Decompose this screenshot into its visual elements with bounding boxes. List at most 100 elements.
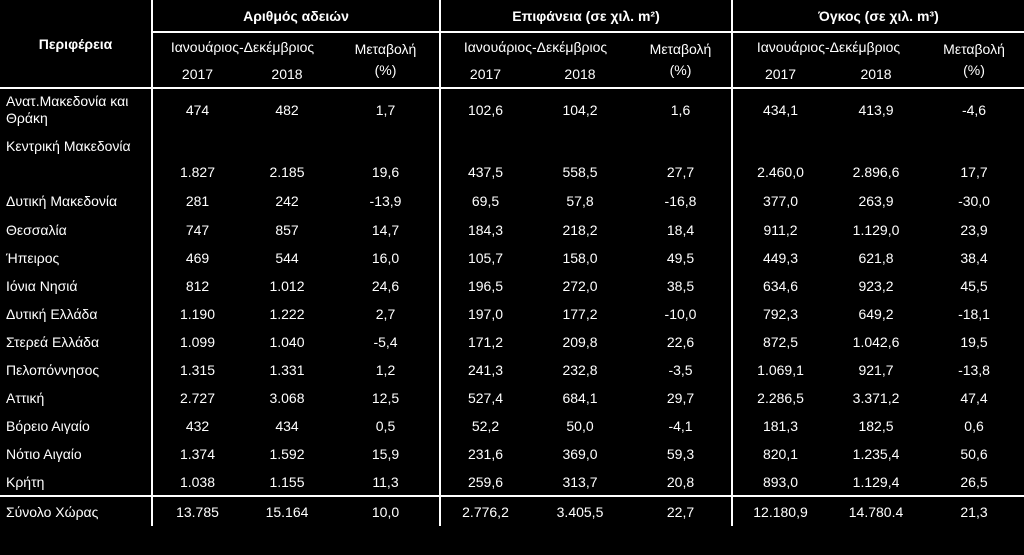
region-name-cell: Βόρειο Αιγαίο xyxy=(0,412,153,440)
area-year1-header: 2017 xyxy=(440,60,530,89)
region-name-cell: Σύνολο Χώρας xyxy=(0,495,153,526)
region-name-cell: Στερεά Ελλάδα xyxy=(0,328,153,356)
value-cell: 22,7 xyxy=(630,495,734,526)
value-cell: 182,5 xyxy=(858,418,894,434)
value-cell: 19,5 xyxy=(960,334,988,350)
value-cell: 1.129,0 xyxy=(852,222,900,238)
value-cell: -4,1 xyxy=(630,412,734,440)
value-cell: 820,1 xyxy=(762,446,799,462)
value-cell: 1.099 xyxy=(179,334,216,350)
value-cell: 1.042,6 xyxy=(852,334,900,350)
value-cell: 38,5 xyxy=(630,272,734,300)
region-name-cell: Αττική xyxy=(0,384,153,412)
value-cell: 232,8 xyxy=(562,362,598,378)
value-cell: -13,9 xyxy=(332,186,441,216)
value-cell: 102,6 xyxy=(467,101,504,118)
value-cell: 259,6 xyxy=(467,473,504,490)
region-name-cell: Ανατ.Μακεδονία και Θράκη xyxy=(0,88,153,130)
area-group-header: Επιφάνεια (σε χιλ. m²) xyxy=(440,0,734,33)
value-cell: 12.180,9 xyxy=(732,495,829,526)
region-name-cell: Δυτική Ελλάδα xyxy=(0,300,153,328)
value-cell: -5,4 xyxy=(332,328,441,356)
value-cell: 812 xyxy=(185,278,210,294)
value-cell: 38,4 xyxy=(960,250,988,266)
value-cell: 313,7 xyxy=(562,473,598,490)
value-cell: 241,3 xyxy=(467,362,504,378)
area-year2-header: 2018 xyxy=(530,60,630,89)
value-cell: 18,4 xyxy=(630,216,734,244)
value-cell: 171,2 xyxy=(467,334,504,350)
value-cell: 893,0 xyxy=(762,473,799,490)
permits-year2-header: 2018 xyxy=(242,60,332,89)
table-row: Ανατ.Μακεδονία και Θράκη 474 482 1,7 102,6 10… xyxy=(0,88,1024,130)
value-cell: 1,6 xyxy=(630,88,734,130)
value-cell: 2.727 xyxy=(179,390,216,406)
value-cell: 1.012 xyxy=(269,278,305,294)
table-row: Κεντρική Μακεδονία 1.827 2.185 19,6 437,5 558… xyxy=(0,130,1024,186)
value-cell: 792,3 xyxy=(762,306,799,322)
table-row: Αττική 2.727 3.068 12,5 527,4 684,1 29,7 2.286,… xyxy=(0,384,1024,412)
value-cell: 1.331 xyxy=(269,362,305,378)
table-row: Θεσσαλία 747 857 14,7 184,3 218,2 18,4 911,2 1.1… xyxy=(0,216,1024,244)
table-row: Νότιο Αιγαίο 1.374 1.592 15,9 231,6 369,0 59,3… xyxy=(0,440,1024,468)
value-cell: 69,5 xyxy=(471,193,500,209)
value-cell: 1.038 xyxy=(179,473,216,490)
value-cell: 11,3 xyxy=(332,468,441,496)
value-cell: 1.827 xyxy=(179,164,216,180)
value-cell: 16,0 xyxy=(332,244,441,272)
value-cell: 634,6 xyxy=(762,278,799,294)
value-cell: 1.235,4 xyxy=(852,446,900,462)
table-row: Δυτική Μακεδονία 281 242 -13,9 69,5 57,8 -16,8… xyxy=(0,186,1024,216)
value-cell: -30,0 xyxy=(958,193,990,209)
value-cell: 2,7 xyxy=(332,300,441,328)
value-cell: 2.185 xyxy=(269,164,305,180)
region-name-cell: Δυτική Μακεδονία xyxy=(0,186,153,216)
region-name-cell: Κεντρική Μακεδονία xyxy=(0,130,153,186)
value-cell: -4,6 xyxy=(961,101,987,118)
value-cell: 432 xyxy=(185,418,210,434)
value-cell: 621,8 xyxy=(858,250,894,266)
value-cell: 2.460,0 xyxy=(757,164,804,180)
value-cell: 434,1 xyxy=(762,101,799,118)
permits-change-header: Μεταβολή (%) xyxy=(332,32,441,89)
value-cell: 3.405,5 xyxy=(530,495,630,526)
value-cell: 527,4 xyxy=(467,390,504,406)
region-name-cell: Κρήτη xyxy=(0,468,153,496)
volume-change-header: Μεταβολή (%) xyxy=(924,32,1024,89)
value-cell: 1.222 xyxy=(269,306,305,322)
value-cell: 177,2 xyxy=(562,306,598,322)
region-name-cell: Πελοπόννησος xyxy=(0,356,153,384)
volume-period-header: Ιανουάριος-Δεκέμβριος xyxy=(756,38,901,55)
value-cell: 231,6 xyxy=(467,446,504,462)
region-name-cell: Ήπειρος xyxy=(0,244,153,272)
value-cell: 10,0 xyxy=(332,495,441,526)
value-cell: 1,2 xyxy=(332,356,441,384)
value-cell: 469 xyxy=(185,250,210,266)
value-cell: 449,3 xyxy=(762,250,799,266)
value-cell: 911,2 xyxy=(763,222,798,238)
table-row: Δυτική Ελλάδα 1.190 1.222 2,7 197,0 177,2 -10,… xyxy=(0,300,1024,328)
table-row: Ιόνια Νησιά 812 1.012 24,6 196,5 272,0 38,5 634… xyxy=(0,272,1024,300)
value-cell: 22,6 xyxy=(630,328,734,356)
value-cell: 263,9 xyxy=(858,193,894,209)
permits-period-header: Ιανουάριος-Δεκέμβριος xyxy=(170,38,315,55)
value-cell: 12,5 xyxy=(332,384,441,412)
value-cell: 649,2 xyxy=(858,306,894,322)
value-cell: 272,0 xyxy=(562,278,598,294)
value-cell: 1.129,4 xyxy=(852,473,900,490)
value-cell: 197,0 xyxy=(467,306,504,322)
value-cell: 14.780.4 xyxy=(828,495,925,526)
value-cell: 50,0 xyxy=(566,418,594,434)
volume-year2-header: 2018 xyxy=(828,60,925,89)
value-cell: 45,5 xyxy=(960,278,988,294)
value-cell: 747 xyxy=(185,222,210,238)
value-cell: 1,7 xyxy=(332,88,441,130)
value-cell: 474 xyxy=(185,101,210,118)
value-cell: 181,3 xyxy=(762,418,799,434)
value-cell: 377,0 xyxy=(762,193,799,209)
value-cell: 369,0 xyxy=(562,446,598,462)
value-cell: 872,5 xyxy=(762,334,799,350)
value-cell: 17,7 xyxy=(960,164,988,180)
permits-year1-header: 2017 xyxy=(152,60,242,89)
region-header: Περιφέρεια xyxy=(0,0,153,89)
